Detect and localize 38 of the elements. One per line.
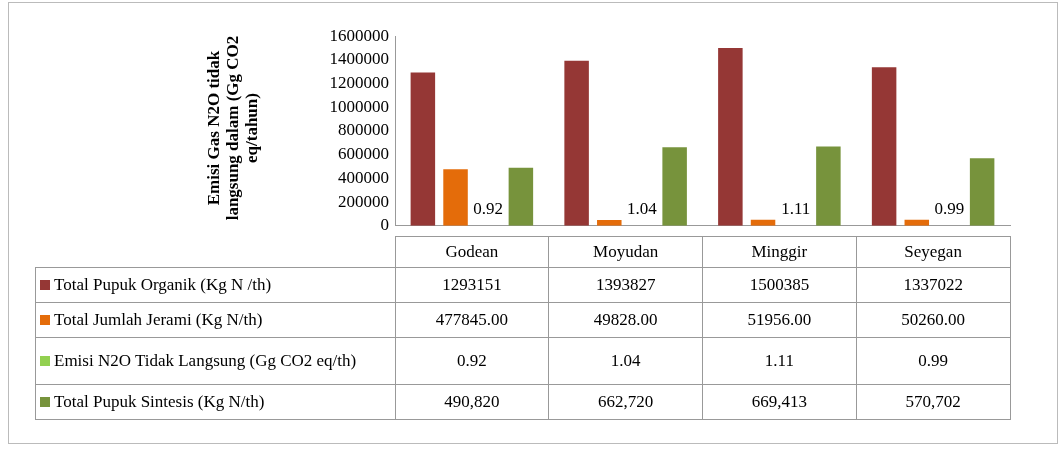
data-label: 1293151 [395, 267, 549, 303]
data-label: 1.11 [702, 337, 857, 385]
text: 1.11 [781, 198, 811, 218]
x-tick-label: Minggir [702, 236, 857, 268]
data-label: 669,413 [702, 384, 857, 420]
y-tick-label: 1200000 [329, 73, 389, 93]
data-label: 51956.00 [702, 302, 857, 338]
text: 0.92 [473, 198, 504, 218]
data-label: 1393827 [548, 267, 703, 303]
data-label: 1500385 [702, 267, 857, 303]
legend-label: Emisi N2O Tidak Langsung (Gg CO2 eq/th) [35, 337, 395, 385]
data-label: 662,720 [548, 384, 703, 420]
text: 1.04 [627, 198, 657, 218]
text: 0.99 [934, 198, 965, 218]
data-label: 1.04 [548, 337, 703, 385]
y-tick-label: 1400000 [329, 49, 389, 69]
data-label: 0.92 [395, 337, 549, 385]
y-tick-label: 0 [380, 215, 389, 235]
data-label: 50260.00 [856, 302, 1010, 338]
data-label: 477845.00 [395, 302, 549, 338]
y-tick-label: 400000 [338, 167, 389, 187]
legend-label: Total Jumlah Jerami (Kg N/th) [35, 302, 395, 338]
data-label: 0.99 [856, 337, 1010, 385]
x-tick-label: Godean [395, 236, 549, 268]
data-label: 490,820 [395, 384, 549, 420]
y-axis-title: Emisi Gas N2O tidak langsung dalam (Gg CO2 eq/tahun) [203, 34, 261, 223]
x-tick-label: Moyudan [548, 236, 703, 268]
y-tick-label: 1000000 [329, 96, 389, 116]
data-label: 570,702 [856, 384, 1010, 420]
y-tick-label: 600000 [338, 144, 389, 164]
data-label: 49828.00 [548, 302, 703, 338]
legend-label: Total Pupuk Sintesis (Kg N/th) [35, 384, 395, 420]
x-tick-label: Seyegan [856, 236, 1010, 268]
legend-label: Total Pupuk Organik (Kg N /th) [35, 267, 395, 303]
y-tick-label: 800000 [338, 120, 389, 140]
y-tick-label: 1600000 [329, 25, 389, 45]
y-tick-label: 200000 [338, 191, 389, 211]
data-label: 1337022 [856, 267, 1010, 303]
